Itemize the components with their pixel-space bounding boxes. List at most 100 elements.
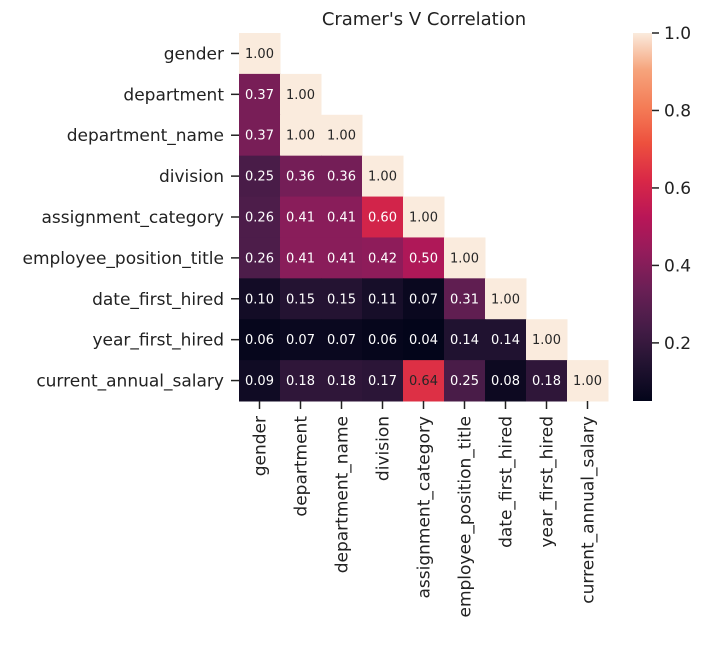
y-tick-label: assignment_category	[41, 208, 224, 228]
y-tick-label: year_first_hired	[92, 331, 224, 351]
colorbar-tick-label: 0.2	[664, 334, 691, 354]
colorbar-tick-label: 0.4	[664, 256, 691, 276]
heatmap-cell	[321, 360, 363, 402]
cell-annotation: 0.04	[409, 333, 438, 348]
cell-annotation: 0.18	[532, 374, 561, 389]
heatmap-cell	[280, 114, 322, 157]
heatmap-cell	[362, 360, 404, 402]
colorbar-tick-label: 1.0	[664, 24, 691, 44]
x-tick-label: division	[374, 416, 394, 481]
cell-annotation: 0.41	[327, 211, 356, 226]
y-tick-label: department	[123, 85, 224, 105]
y-tick-label: current_annual_salary	[36, 372, 224, 392]
heatmap-cell	[239, 114, 281, 157]
cell-annotation: 1.00	[450, 251, 479, 266]
heatmap-cell	[239, 73, 281, 116]
heatmap-cell	[403, 196, 445, 238]
heatmap-cell	[239, 237, 281, 279]
cell-annotation: 0.31	[450, 292, 479, 307]
heatmap-cell	[280, 196, 322, 238]
chart-title: Cramer's V Correlation	[322, 9, 526, 30]
cell-annotation: 1.00	[409, 211, 438, 226]
heatmap-cell	[280, 360, 322, 402]
heatmap-cell	[321, 237, 363, 279]
cell-annotation: 0.37	[245, 129, 274, 144]
cell-annotation: 1.00	[368, 170, 397, 185]
cell-annotation: 0.15	[286, 292, 315, 307]
y-tick-label: division	[159, 167, 224, 187]
cell-annotation: 0.06	[368, 333, 397, 348]
cell-annotation: 0.11	[368, 292, 397, 307]
cell-annotation: 0.07	[409, 292, 438, 307]
x-tick-label: current_annual_salary	[579, 416, 599, 604]
cell-annotation: 0.09	[245, 374, 274, 389]
cell-annotation: 0.64	[409, 374, 438, 389]
heatmap-cell	[239, 196, 281, 238]
heatmap-cells: 1.00 0.37 1.00 0.37 1.00 1.00 0.25 0.36 0.36 1.00…	[239, 33, 609, 402]
cell-annotation: 0.07	[327, 333, 356, 348]
x-tick-label: year_first_hired	[538, 416, 558, 548]
cell-annotation: 1.00	[245, 47, 274, 62]
colorbar	[633, 33, 652, 401]
x-tick-label: assignment_category	[415, 416, 435, 599]
heatmap-cell	[403, 319, 445, 361]
heatmap-cell	[526, 360, 568, 402]
cell-annotation: 0.36	[327, 170, 356, 185]
colorbar-ticks: 0.2 0.4 0.6 0.8 1.0	[652, 24, 691, 354]
y-tick-label: date_first_hired	[92, 290, 224, 310]
x-tick-label: date_first_hired	[497, 416, 517, 548]
cell-annotation: 0.26	[245, 211, 274, 226]
cell-annotation: 0.26	[245, 251, 274, 266]
heatmap-cell	[239, 278, 281, 320]
heatmap-cell	[362, 278, 404, 320]
heatmap-cell	[280, 73, 322, 116]
heatmap-cell	[444, 237, 486, 279]
heatmap-cell	[239, 155, 281, 198]
heatmap-cell	[403, 237, 445, 279]
cell-annotation: 0.25	[245, 170, 274, 185]
x-tick-label: gender	[251, 416, 271, 476]
heatmap-cell	[485, 360, 527, 402]
y-tick-label: department_name	[67, 126, 224, 146]
x-tick-label: employee_position_title	[456, 416, 476, 618]
cell-annotation: 0.14	[450, 333, 479, 348]
y-tick-label: gender	[164, 44, 224, 64]
y-axis-labels: gender department department_name division a…	[23, 44, 239, 392]
x-axis-labels: gender department department_name division a…	[251, 401, 599, 618]
colorbar-tick-label: 0.8	[664, 101, 691, 121]
heatmap-cell	[321, 319, 363, 361]
cell-annotation: 0.17	[368, 374, 397, 389]
heatmap-cell	[485, 278, 527, 320]
cell-annotation: 0.14	[491, 333, 520, 348]
cell-annotation: 0.41	[286, 211, 315, 226]
cell-annotation: 0.25	[450, 374, 479, 389]
heatmap-cell	[444, 278, 486, 320]
cell-annotation: 0.18	[286, 374, 315, 389]
heatmap-cell	[280, 155, 322, 198]
cell-annotation: 1.00	[573, 374, 602, 389]
x-tick-label: department	[292, 416, 312, 517]
heatmap-cell	[280, 278, 322, 320]
cell-annotation: 1.00	[286, 129, 315, 144]
heatmap-cell	[239, 33, 281, 75]
heatmap-cell	[280, 237, 322, 279]
cell-annotation: 1.00	[532, 333, 561, 348]
cell-annotation: 1.00	[491, 292, 520, 307]
heatmap-cell	[321, 196, 363, 238]
cell-annotation: 0.42	[368, 251, 397, 266]
heatmap-cell	[362, 196, 404, 238]
heatmap-cell	[321, 278, 363, 320]
cell-annotation: 0.10	[245, 292, 274, 307]
heatmap-cell	[280, 319, 322, 361]
heatmap-cell	[526, 319, 568, 361]
heatmap-cell	[239, 319, 281, 361]
cell-annotation: 0.60	[368, 211, 397, 226]
heatmap-cell	[321, 155, 363, 198]
heatmap-cell	[485, 319, 527, 361]
colorbar-tick-label: 0.6	[664, 179, 691, 199]
heatmap-cell	[321, 114, 363, 157]
cell-annotation: 0.07	[286, 333, 315, 348]
heatmap-cell	[444, 360, 486, 402]
cell-annotation: 0.41	[327, 251, 356, 266]
